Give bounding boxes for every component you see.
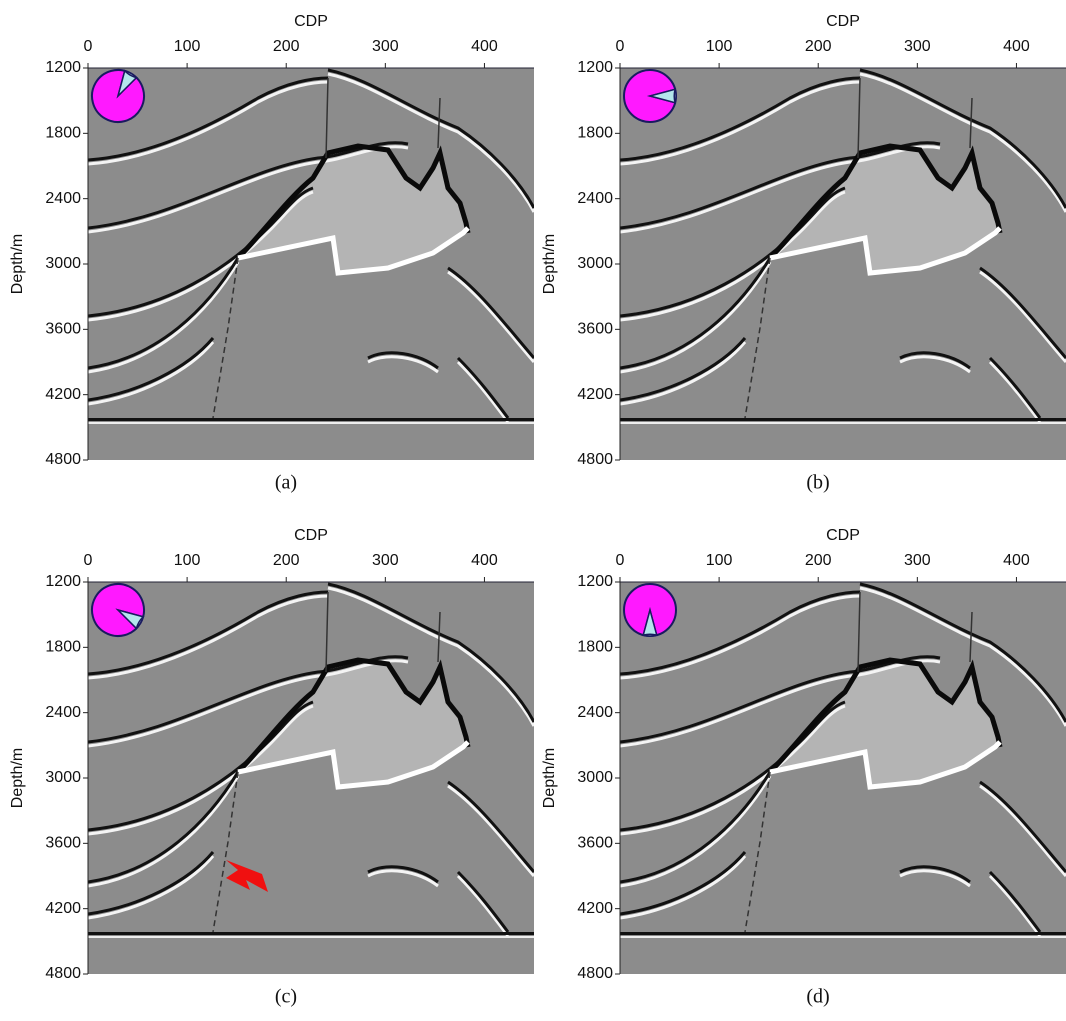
y-tick-label: 1200 [45, 59, 81, 76]
caption: (a) [275, 472, 297, 494]
y-axis-label: Depth/m [541, 234, 558, 294]
y-tick-label: 1800 [577, 125, 613, 142]
seismic-image [88, 582, 534, 974]
y-tick-label: 3000 [577, 769, 613, 786]
x-tick-label: 300 [904, 38, 931, 55]
y-tick-label: 2400 [577, 190, 613, 207]
y-tick-label: 3600 [45, 321, 81, 338]
x-tick-label: 0 [616, 552, 625, 569]
y-tick-label: 4800 [577, 965, 613, 982]
y-tick-label: 4800 [45, 451, 81, 468]
y-tick-label: 3600 [577, 321, 613, 338]
seismic-image [620, 68, 1066, 460]
y-tick-label: 4200 [577, 900, 613, 917]
x-tick-label: 200 [273, 38, 300, 55]
y-tick-label: 3600 [45, 835, 81, 852]
x-tick-label: 100 [174, 38, 201, 55]
caption: (c) [275, 986, 297, 1008]
caption: (d) [806, 986, 829, 1008]
x-tick-label: 300 [372, 552, 399, 569]
y-tick-label: 2400 [45, 704, 81, 721]
y-tick-label: 2400 [577, 704, 613, 721]
x-tick-label: 400 [471, 552, 498, 569]
beach-ball-icon [91, 583, 145, 637]
x-tick-label: 0 [84, 552, 93, 569]
x-axis-label: CDP [294, 527, 328, 544]
y-tick-label: 3600 [577, 835, 613, 852]
y-tick-label: 4200 [45, 900, 81, 917]
y-tick-label: 3000 [45, 255, 81, 272]
y-tick-label: 1800 [45, 639, 81, 656]
x-axis-label: CDP [826, 527, 860, 544]
y-axis-label: Depth/m [9, 748, 26, 808]
caption: (b) [806, 472, 829, 494]
y-tick-label: 3000 [577, 255, 613, 272]
beach-ball-icon [623, 69, 677, 123]
y-tick-label: 1800 [45, 125, 81, 142]
x-tick-label: 400 [1003, 552, 1030, 569]
x-tick-label: 300 [904, 552, 931, 569]
beach-ball-icon [623, 583, 677, 637]
seismic-image [620, 582, 1066, 974]
x-tick-label: 0 [84, 38, 93, 55]
x-tick-label: 0 [616, 38, 625, 55]
x-tick-label: 400 [1003, 38, 1030, 55]
y-axis-label: Depth/m [541, 748, 558, 808]
x-tick-label: 200 [805, 552, 832, 569]
x-tick-label: 300 [372, 38, 399, 55]
y-tick-label: 2400 [45, 190, 81, 207]
x-tick-label: 200 [805, 38, 832, 55]
panel: 0 100 200 300 400 1200 1800 2400 3000 3600 4200 480… [541, 527, 1066, 1008]
y-tick-label: 4200 [45, 386, 81, 403]
x-tick-label: 100 [706, 552, 733, 569]
x-tick-label: 100 [706, 38, 733, 55]
x-tick-label: 400 [471, 38, 498, 55]
y-tick-label: 4800 [577, 451, 613, 468]
x-axis-label: CDP [294, 13, 328, 30]
beach-ball-icon [91, 69, 145, 123]
y-tick-label: 3000 [45, 769, 81, 786]
panel: 0 100 200 300 400 1200 1800 2400 3000 3600 4200 480… [9, 13, 534, 494]
seismic-image [88, 68, 534, 460]
panel: 0 100 200 300 400 1200 1800 2400 3000 3600 4200 480… [541, 13, 1066, 494]
x-tick-label: 200 [273, 552, 300, 569]
y-tick-label: 4200 [577, 386, 613, 403]
y-tick-label: 1200 [577, 59, 613, 76]
panel: 0 100 200 300 400 1200 1800 2400 3000 3600 4200 480… [9, 527, 534, 1008]
x-tick-label: 100 [174, 552, 201, 569]
y-tick-label: 4800 [45, 965, 81, 982]
y-axis-label: Depth/m [9, 234, 26, 294]
y-tick-label: 1800 [577, 639, 613, 656]
x-axis-label: CDP [826, 13, 860, 30]
y-tick-label: 1200 [45, 573, 81, 590]
y-tick-label: 1200 [577, 573, 613, 590]
annotation-arrow [226, 860, 268, 892]
